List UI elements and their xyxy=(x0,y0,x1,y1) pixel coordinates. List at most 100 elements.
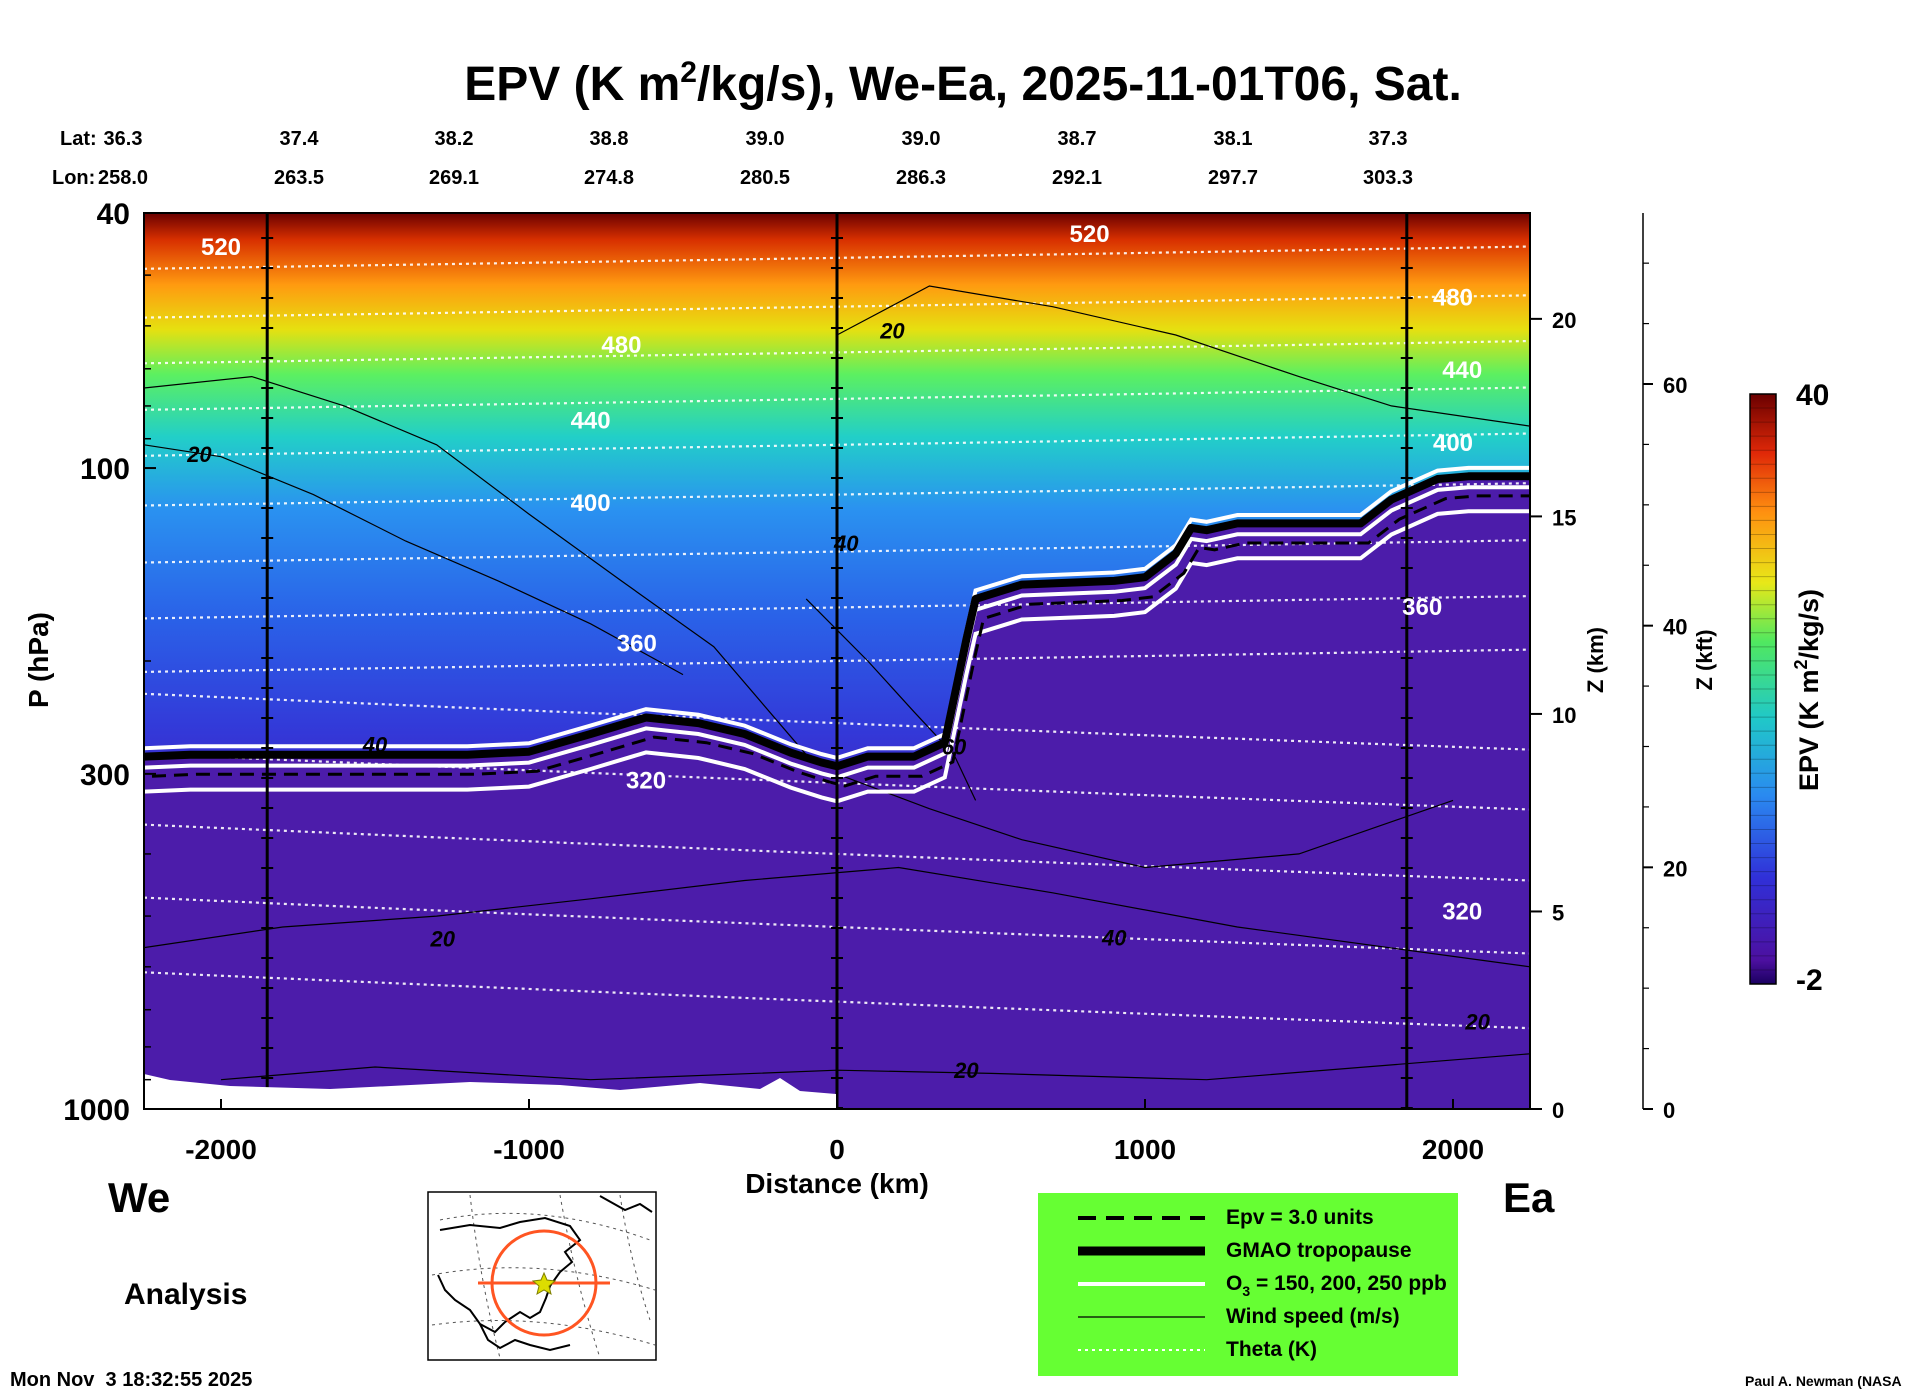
wind-contour xyxy=(836,285,1530,427)
legend: Epv = 3.0 units GMAO tropopause O3 = 150, … xyxy=(1038,1193,1458,1376)
plot-area: 520 480 440 400 360 320 520 480 440 400 360 320 20 20… xyxy=(143,212,1531,1110)
gmao-tropopause-line xyxy=(144,472,1530,771)
y-tick-label: 100 xyxy=(80,453,130,486)
colorbar-ticks xyxy=(1750,393,1776,985)
colorbar-gradient xyxy=(1749,393,1777,985)
lat-value: 38.2 xyxy=(435,128,474,150)
z-km-tick-label: 15 xyxy=(1552,505,1576,530)
theta-label: 320 xyxy=(1442,898,1482,925)
z-km-tick-label: 20 xyxy=(1552,308,1576,333)
wind-contour xyxy=(836,773,1454,869)
z-kft-tick-label: 0 xyxy=(1663,1098,1675,1123)
z-kft-axis-title: Z (kft) xyxy=(1692,629,1717,690)
wind-contour xyxy=(805,598,977,801)
surface-gap xyxy=(144,1074,836,1109)
lon-value: 303.3 xyxy=(1363,167,1413,189)
colorbar-title: EPV (K m2/kg/s) xyxy=(1791,589,1824,791)
x-tick-label: 2000 xyxy=(1422,1134,1484,1165)
wind-label: 20 xyxy=(1464,1009,1490,1034)
legend-label: Epv = 3.0 units xyxy=(1226,1206,1374,1229)
map-frame xyxy=(427,1191,657,1361)
east-label: Ea xyxy=(1503,1174,1555,1221)
lat-value: 39.0 xyxy=(902,128,941,150)
legend-label: GMAO tropopause xyxy=(1226,1239,1412,1262)
x-tick-label: -1000 xyxy=(493,1134,565,1165)
colorbar-max-label: 40 xyxy=(1796,379,1829,412)
wind-label: 20 xyxy=(953,1058,979,1083)
coastline-greenland xyxy=(599,1195,653,1213)
lon-value: 292.1 xyxy=(1052,167,1102,189)
colorbar: 40 -2 EPV (K m2/kg/s) xyxy=(1749,379,1829,997)
lon-value: 280.5 xyxy=(740,167,790,189)
lon-value: 258.0 xyxy=(98,167,148,189)
wind-label: 60 xyxy=(942,735,967,760)
contour-labels: 520 480 440 400 360 320 520 480 440 400 360 320 20 20… xyxy=(186,221,1490,1083)
lat-value: 38.7 xyxy=(1058,128,1097,150)
z-km-tick-label: 5 xyxy=(1552,900,1564,925)
z-kft-tick-label: 40 xyxy=(1663,615,1687,640)
wind-label: 40 xyxy=(362,733,388,758)
analysis-label: Analysis xyxy=(124,1278,247,1311)
section-center-star-icon xyxy=(531,1271,557,1296)
wind-contour xyxy=(144,444,684,676)
axes: -2000 -1000 0 1000 2000 40 100 300 1000 0 5 10 15 20 0… xyxy=(63,198,1687,1165)
theta-label: 480 xyxy=(1433,285,1473,312)
epv-3-unit-contour xyxy=(151,494,1530,788)
lon-value: 286.3 xyxy=(896,167,946,189)
theta-label: 440 xyxy=(571,408,611,435)
chart-title: EPV (K m2/kg/s), We-Ea, 2025-11-01T06, S… xyxy=(464,56,1462,111)
z-kft-tick-label: 20 xyxy=(1663,856,1687,881)
x-tick-label: 1000 xyxy=(1114,1134,1176,1165)
ozone-contour-250 xyxy=(144,509,1530,804)
theta-label: 360 xyxy=(1402,594,1442,621)
z-km-tick-label: 10 xyxy=(1552,703,1576,728)
theta-label: 480 xyxy=(601,332,641,359)
y-tick-label: 300 xyxy=(80,759,130,792)
lon-label: Lon: xyxy=(52,167,95,189)
coastline-gulf xyxy=(479,1323,571,1352)
wind-contour xyxy=(144,866,1530,968)
wind-label: 20 xyxy=(879,318,905,343)
wind-label: 40 xyxy=(833,531,859,556)
legend-label: Theta (K) xyxy=(1226,1338,1317,1361)
x-axis-title: Distance (km) xyxy=(745,1168,929,1199)
lat-lon-header: Lat: Lon: 36.3 37.4 38.2 38.8 39.0 39.0 38.7 38… xyxy=(52,128,1413,189)
lat-label: Lat: xyxy=(60,128,97,150)
lat-value: 38.1 xyxy=(1214,128,1253,150)
theta-label: 520 xyxy=(1070,221,1110,248)
timestamp: Mon Nov 3 18:32:55 2025 xyxy=(10,1369,252,1391)
z-km-axis-title: Z (km) xyxy=(1583,627,1608,693)
theta-label: 360 xyxy=(617,630,657,657)
theta-label: 520 xyxy=(201,234,241,261)
z-km-tick-label: 0 xyxy=(1552,1098,1564,1123)
lat-value: 38.8 xyxy=(590,128,629,150)
theta-label: 400 xyxy=(1433,430,1473,457)
theta-label: 320 xyxy=(626,767,666,794)
wind-label: 40 xyxy=(1101,925,1127,950)
theta-label: 400 xyxy=(571,490,611,517)
lon-value: 274.8 xyxy=(584,167,634,189)
theta-label: 440 xyxy=(1442,357,1482,384)
z-kft-tick-label: 60 xyxy=(1663,373,1687,398)
x-tick-label: -2000 xyxy=(185,1134,257,1165)
legend-label: O3 = 150, 200, 250 ppb xyxy=(1226,1272,1447,1299)
y-tick-label: 1000 xyxy=(63,1094,130,1127)
credit: Paul A. Newman (NASA xyxy=(1745,1373,1902,1389)
lon-value: 263.5 xyxy=(274,167,324,189)
lat-value: 37.3 xyxy=(1369,128,1408,150)
west-label: We xyxy=(108,1174,170,1221)
legend-label: Wind speed (m/s) xyxy=(1226,1305,1400,1328)
lat-value: 37.4 xyxy=(280,128,320,150)
lon-value: 297.7 xyxy=(1208,167,1258,189)
colorbar-min-label: -2 xyxy=(1796,964,1823,997)
inset-map xyxy=(427,1191,657,1361)
location-markers xyxy=(261,213,1413,1109)
wind-label: 20 xyxy=(186,442,212,467)
wind-label: 20 xyxy=(430,927,456,952)
lon-value: 269.1 xyxy=(429,167,479,189)
lat-value: 39.0 xyxy=(746,128,785,150)
y-tick-label: 40 xyxy=(97,198,130,231)
lat-value: 36.3 xyxy=(104,128,143,150)
y-axis-title: P (hPa) xyxy=(23,612,54,708)
